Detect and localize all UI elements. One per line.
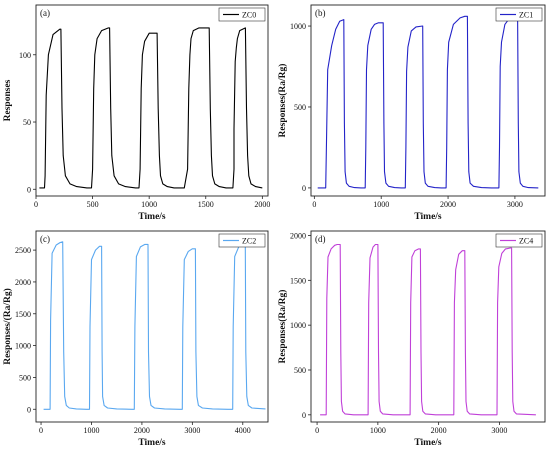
- x-tick-label: 1000: [373, 200, 389, 209]
- panel-label: (c): [40, 234, 50, 244]
- series-line-zc0: [39, 27, 263, 189]
- y-tick-label: 1500: [290, 276, 306, 285]
- y-tick-label: 0: [27, 185, 31, 194]
- legend-box: [495, 233, 543, 248]
- panel-label: (a): [40, 8, 50, 18]
- x-tick-label: 1000: [83, 426, 99, 435]
- series-line-zc1: [317, 14, 539, 189]
- legend-box: [495, 7, 543, 22]
- y-tick-label: 1000: [15, 342, 31, 351]
- y-axis-label: Responses: [3, 79, 13, 121]
- y-axis-label: Responses/(Ra/Rg): [2, 288, 13, 365]
- y-axis-label: Responses(Ra/Rg): [277, 64, 288, 138]
- y-tick-label: 0: [302, 411, 306, 420]
- y-tick-label: 1000: [290, 321, 306, 330]
- legend-label: ZC0: [242, 11, 256, 20]
- panel-label: (b): [315, 8, 326, 18]
- x-tick-label: 4000: [235, 426, 251, 435]
- x-tick-label: 2000: [254, 200, 270, 209]
- chart-panel-4: 0 1000 2000 3000 0 500 1000 1500 2000 Time/s Respo…: [277, 230, 546, 448]
- y-tick-label: 2000: [15, 278, 31, 287]
- plot-frame: [310, 230, 546, 423]
- legend-box: [218, 7, 266, 22]
- x-tick-label: 3000: [507, 200, 523, 209]
- plot-frame: [310, 4, 546, 197]
- chart-panel-2: 0 1000 2000 3000 0 500 1000 Time/s Responses(Ra/…: [277, 4, 546, 222]
- x-tick-label: 0: [34, 200, 38, 209]
- y-axis-label: Responses(Ra/Rg): [277, 290, 288, 364]
- legend-label: ZC1: [519, 11, 533, 20]
- y-tick-label: 500: [294, 103, 306, 112]
- x-tick-label: 2000: [134, 426, 150, 435]
- y-tick-label: 100: [19, 51, 31, 60]
- x-tick-label: 1000: [370, 426, 386, 435]
- legend-label: ZC4: [519, 237, 533, 246]
- legend-box: [218, 233, 266, 248]
- x-tick-label: 1000: [141, 200, 157, 209]
- x-tick-label: 0: [315, 426, 319, 435]
- y-tick-label: 1500: [15, 310, 31, 319]
- y-tick-label: 500: [294, 366, 306, 375]
- y-tick-label: 50: [23, 118, 31, 127]
- chart-panel-3: 0 1000 2000 3000 4000 0 500 1000 1500 2000 2500 Tim…: [2, 230, 269, 448]
- x-tick-label: 2000: [431, 426, 447, 435]
- chart-panel-1: 0 500 1000 1500 2000 0 50 100 Time/s Responses (a)…: [3, 4, 270, 222]
- x-tick-label: 2000: [440, 200, 456, 209]
- y-tick-label: 2500: [15, 246, 31, 255]
- series-line-zc2: [43, 241, 266, 410]
- y-tick-label: 0: [302, 184, 306, 193]
- y-tick-label: 2000: [290, 231, 306, 240]
- y-tick-label: 0: [27, 405, 31, 414]
- x-tick-label: 0: [39, 426, 43, 435]
- x-tick-label: 3000: [491, 426, 507, 435]
- x-axis-label: Time/s: [138, 212, 166, 222]
- series-line-zc4: [320, 243, 536, 416]
- y-tick-label: 500: [19, 373, 31, 382]
- plot-frame: [35, 4, 269, 197]
- x-axis-label: Time/s: [414, 438, 442, 448]
- x-axis-label: Time/s: [138, 438, 166, 448]
- plot-frame: [35, 230, 269, 423]
- y-tick-label: 1000: [290, 22, 306, 31]
- x-tick-label: 3000: [184, 426, 200, 435]
- x-tick-label: 0: [312, 200, 316, 209]
- panel-label: (d): [315, 234, 326, 244]
- x-tick-label: 1500: [198, 200, 214, 209]
- legend-label: ZC2: [242, 237, 256, 246]
- x-axis-label: Time/s: [414, 212, 442, 222]
- x-tick-label: 500: [87, 200, 99, 209]
